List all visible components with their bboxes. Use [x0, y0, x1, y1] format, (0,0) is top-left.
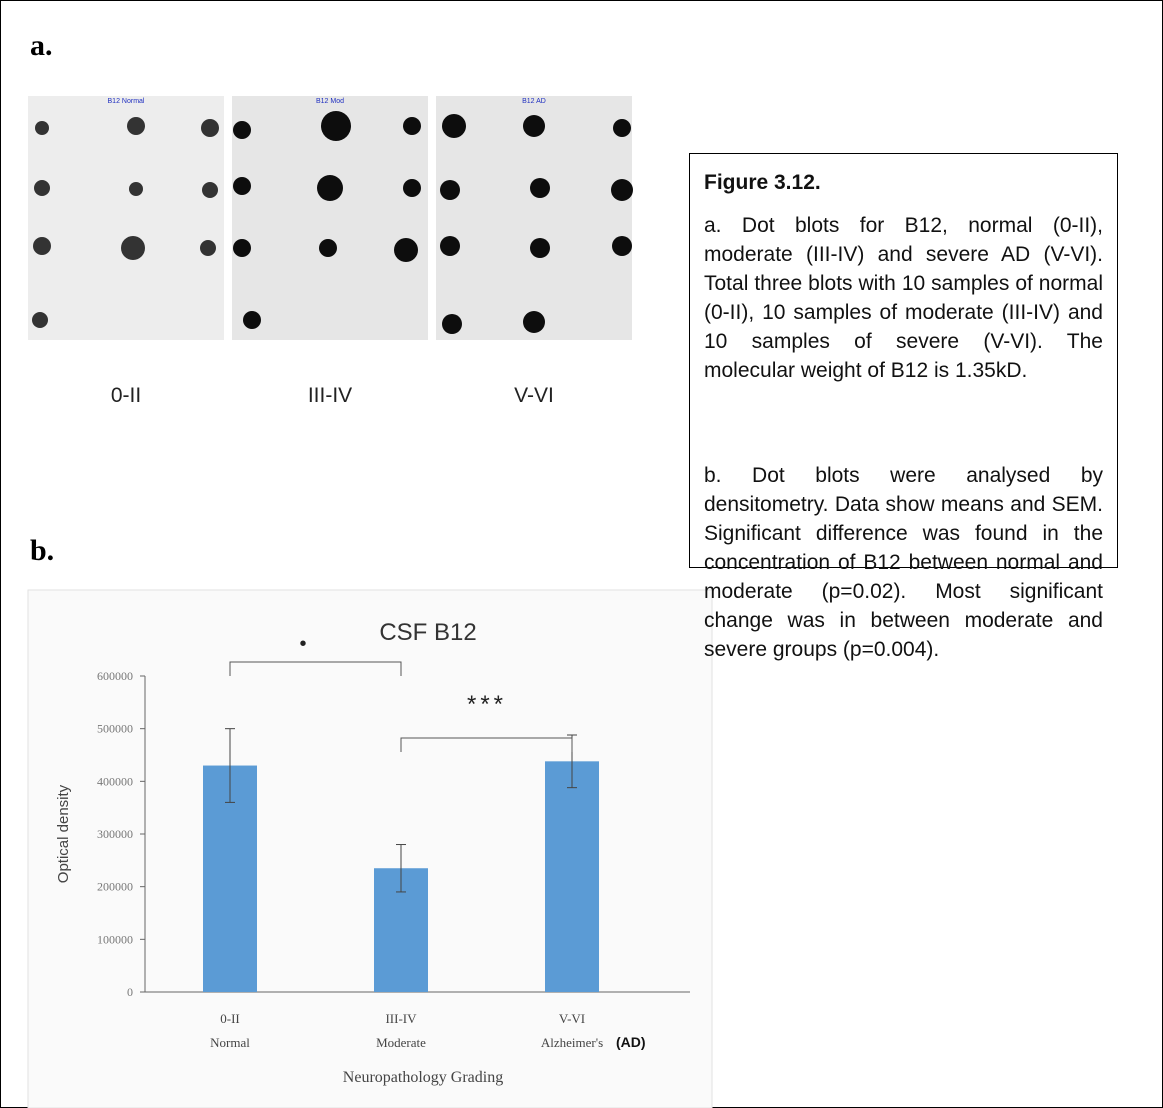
blot-title: B12 Mod: [316, 98, 344, 105]
blot-dot: [319, 239, 337, 257]
blot-dot: [34, 180, 50, 196]
significance-marker: ***: [467, 691, 507, 718]
blot-dot: [317, 175, 343, 201]
x-tick-sublabel: Moderate: [376, 1035, 426, 1050]
blot-dot: [613, 119, 631, 137]
blot-dot: [33, 237, 51, 255]
blot-dot: [611, 179, 633, 201]
blot-dot: [233, 239, 251, 257]
blot-dot: [442, 314, 462, 334]
y-tick-label: 300000: [97, 827, 133, 841]
y-tick-label: 200000: [97, 880, 133, 894]
y-tick-label: 600000: [97, 669, 133, 683]
blot-dot: [394, 238, 418, 262]
blot-dot: [202, 182, 218, 198]
x-tick-label: 0-II: [220, 1011, 240, 1026]
blot-dot: [201, 119, 219, 137]
blot-label: III-IV: [308, 384, 352, 407]
x-tick-label: V-VI: [559, 1011, 585, 1026]
y-tick-label: 100000: [97, 932, 133, 946]
y-tick-label: 500000: [97, 722, 133, 736]
blot-dot: [530, 178, 550, 198]
blot-dot: [403, 179, 421, 197]
x-tick-sublabel: Alzheimer's: [541, 1035, 603, 1050]
caption-box: Figure 3.12. a. Dot blots for B12, norma…: [689, 153, 1118, 568]
blot-title: B12 AD: [522, 98, 546, 105]
blot-image: [28, 96, 224, 340]
blot-dot: [442, 114, 466, 138]
blot-dot: [35, 121, 49, 135]
y-tick-label: 0: [127, 985, 133, 999]
blot-dot: [530, 238, 550, 258]
blot-title: B12 Normal: [108, 98, 145, 105]
blot-dot: [32, 312, 48, 328]
x-tick-label: III-IV: [385, 1011, 417, 1026]
caption-text: a. Dot blots for B12, normal (0-II), mod…: [704, 211, 1103, 385]
caption-title: Figure 3.12.: [704, 168, 1103, 197]
x-tick-extra: (AD): [616, 1034, 646, 1050]
blot-dot: [233, 177, 251, 195]
caption-text: b. Dot blots were analysed by densitomet…: [704, 461, 1103, 664]
y-axis-label: Optical density: [55, 784, 72, 883]
blot-dot: [403, 117, 421, 135]
blot-dot: [523, 311, 545, 333]
blot-dot: [200, 240, 216, 256]
significance-marker: •: [299, 633, 306, 655]
blot-dot: [612, 236, 632, 256]
blot-dot: [440, 236, 460, 256]
blot-dot: [523, 115, 545, 137]
bar: [545, 761, 599, 992]
panel-label: a.: [30, 29, 53, 62]
blot-label: 0-II: [111, 384, 141, 407]
blot-dot: [121, 236, 145, 260]
y-tick-label: 400000: [97, 774, 133, 788]
blot-dot: [243, 311, 261, 329]
x-axis-label: Neuropathology Grading: [343, 1069, 503, 1086]
chart-frame: [28, 590, 712, 1108]
x-tick-sublabel: Normal: [210, 1035, 250, 1050]
chart-title: CSF B12: [379, 619, 476, 646]
blot-dot: [129, 182, 143, 196]
blot-dot: [233, 121, 251, 139]
blot-dot: [127, 117, 145, 135]
blot-dot: [440, 180, 460, 200]
panel-label: b.: [30, 534, 54, 567]
blot-label: V-VI: [514, 384, 554, 407]
blot-dot: [321, 111, 351, 141]
